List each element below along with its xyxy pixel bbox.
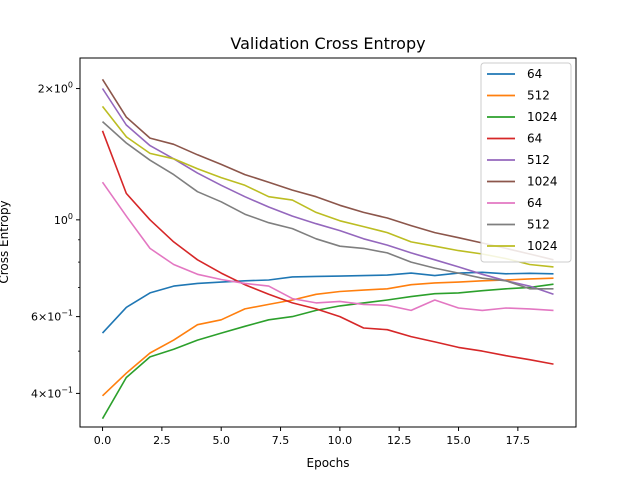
legend-label: 64 (527, 67, 542, 81)
x-tick-label: 7.5 (272, 434, 290, 447)
y-tick-label: 4×10−1 (31, 385, 73, 400)
x-tick-label: 2.5 (153, 434, 171, 447)
y-tick-label: 2×100 (38, 81, 73, 96)
series-line-6 (101, 78, 554, 261)
legend-box (480, 62, 572, 263)
legend-label: 512 (527, 218, 550, 232)
x-tick-label: 15.0 (446, 434, 471, 447)
x-axis: 0.0 2.5 5.0 7.5 10.0 12.5 15.0 17.5 (94, 427, 530, 447)
y-tick-label: 6×10−1 (31, 309, 73, 324)
plot-frame (79, 57, 577, 428)
legend-label: 64 (527, 196, 542, 210)
chart-title: Validation Cross Entropy (230, 34, 425, 53)
x-tick-label: 5.0 (212, 434, 230, 447)
series-line-7 (101, 181, 554, 312)
x-tick-label: 17.5 (506, 434, 531, 447)
legend-label: 1024 (527, 110, 558, 124)
x-tick-label: 10.0 (328, 434, 353, 447)
y-tick-label: 100 (54, 212, 73, 227)
series-line-2 (101, 277, 554, 397)
x-tick-label: 12.5 (387, 434, 412, 447)
y-axis: 2×100 100 6×10−1 4×10−1 (31, 81, 80, 400)
legend-label: 512 (527, 153, 550, 167)
series-line-8 (101, 121, 554, 290)
x-axis-label: Epochs (307, 456, 350, 470)
legend-label: 1024 (527, 239, 558, 253)
series-layer (101, 78, 554, 420)
series-line-4 (101, 130, 554, 365)
series-line-3 (101, 283, 554, 420)
legend-label: 1024 (527, 175, 558, 189)
series-line-9 (101, 105, 554, 268)
legend: 64 512 1024 64 512 1024 64 512 1024 (480, 62, 572, 263)
y-axis-label: Cross Entropy (0, 200, 11, 283)
x-tick-label: 0.0 (94, 434, 112, 447)
legend-label: 512 (527, 89, 550, 103)
legend-label: 64 (527, 132, 542, 146)
